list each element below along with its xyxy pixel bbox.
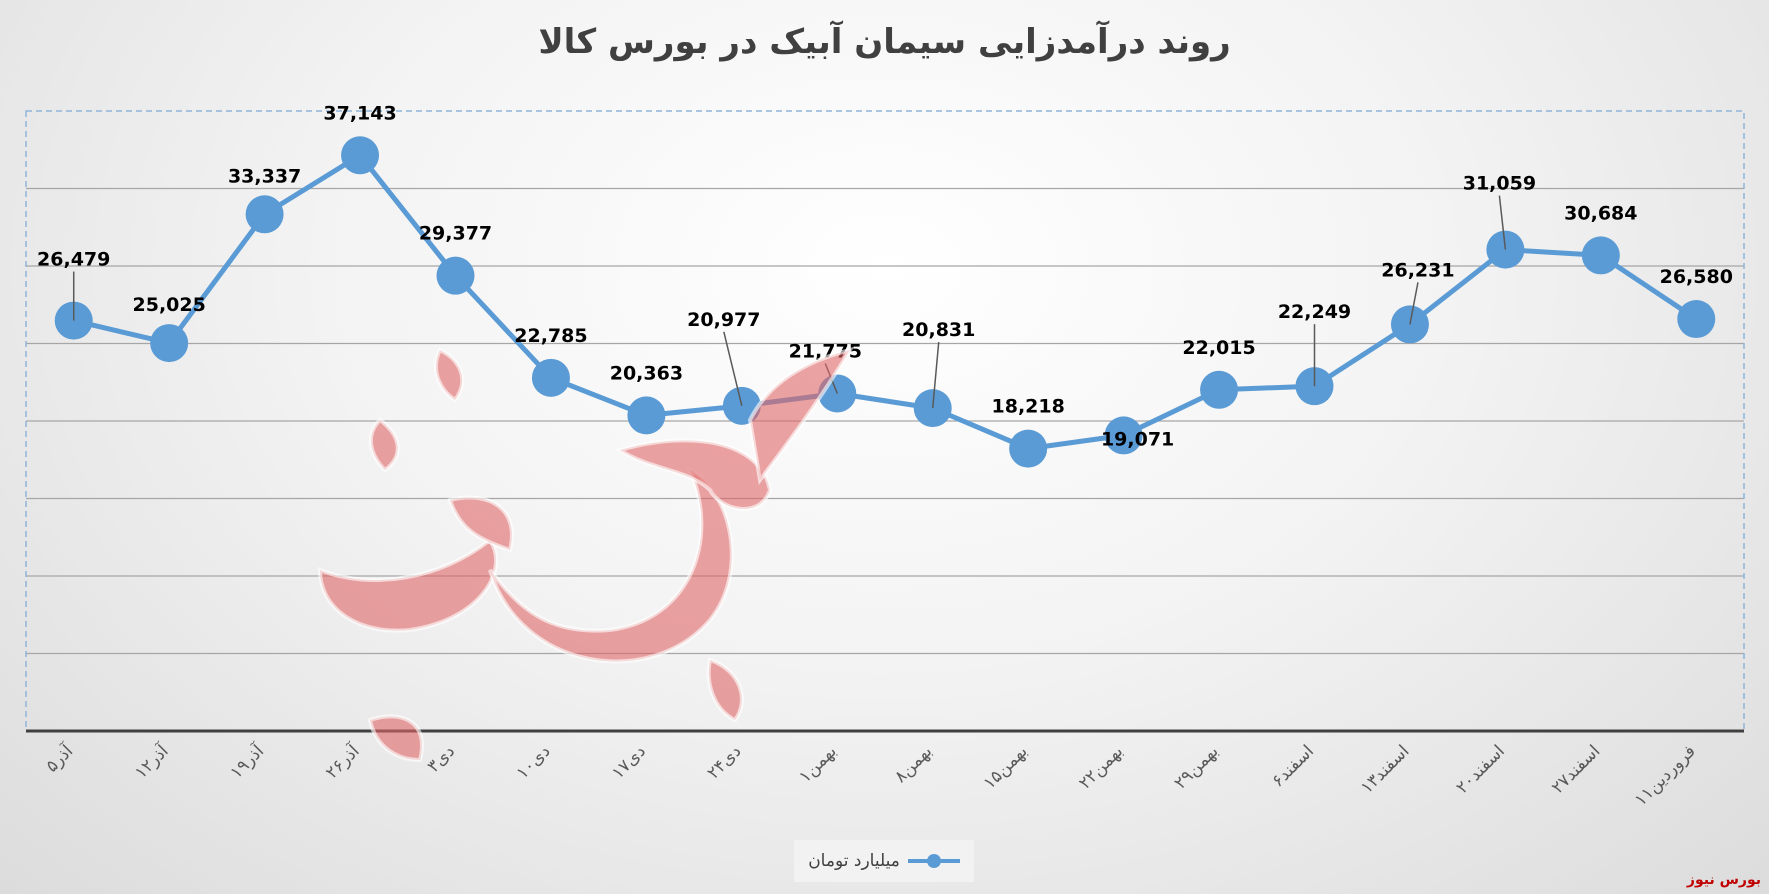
x-tick-label: ۱۵بهمن [980, 741, 1032, 793]
data-label: 22,015 [1182, 337, 1255, 359]
x-tick-label: ۱۹آذر [225, 739, 269, 783]
x-tick-label: ۲۴دی [704, 741, 746, 783]
data-label: 21,775 [789, 340, 862, 362]
data-point [1009, 429, 1048, 468]
chart-title: روند درآمدزایی سیمان آبیک در بورس کالا [538, 22, 1231, 62]
legend-swatch-icon [907, 854, 960, 868]
x-tick-label: ۱۰دی [513, 741, 555, 783]
legend: میلیارد تومان [794, 840, 974, 882]
data-point [627, 396, 666, 435]
data-label: 26,580 [1660, 266, 1733, 288]
data-point [436, 256, 475, 295]
data-label: 33,337 [228, 165, 301, 187]
x-tick-label: ۲۲بهمن [1075, 741, 1127, 793]
data-label: 20,977 [687, 309, 760, 331]
x-tick-label: ۲۶آذر [321, 739, 365, 783]
x-tick-label: ۱۷دی [608, 741, 650, 783]
data-point [1677, 300, 1716, 339]
data-label: 25,025 [133, 294, 206, 316]
data-label: 31,059 [1463, 173, 1536, 195]
data-point [1104, 416, 1143, 455]
leader-line [931, 342, 940, 409]
data-label: 29,377 [419, 223, 492, 245]
x-tick-label: ۲۰اسفند [1452, 741, 1508, 797]
x-tick-label: ۸بهمن [891, 741, 937, 787]
x-tick-label: ۱۲آذر [130, 739, 174, 783]
data-point [531, 358, 570, 397]
data-point [1200, 370, 1239, 409]
x-tick-label: ۵آذر [41, 739, 78, 776]
data-point [341, 136, 380, 175]
data-label: 26,479 [37, 249, 110, 271]
data-label: 20,831 [902, 319, 975, 341]
leader-line [723, 331, 743, 407]
x-tick-label: ۲۷اسفند [1548, 741, 1604, 797]
series-line [73, 152, 1698, 452]
x-tick-label: ۲۹بهمن [1171, 741, 1223, 793]
plot-area-border [25, 110, 1745, 732]
x-tick-label: ۱بهمن [795, 741, 841, 787]
data-point [150, 324, 189, 363]
data-label: 22,785 [514, 325, 587, 347]
x-axis-labels: ۵آذر ۱۲آذر ۱۹آذر ۲۶آذر ۳دی ۱۰دی ۱۷دی ۲۴دی ۱بهمن ۸… [41, 739, 1700, 810]
data-label: 30,684 [1564, 202, 1637, 224]
data-point [245, 195, 284, 234]
data-label: 20,363 [610, 362, 683, 384]
data-label: 37,143 [323, 102, 396, 124]
leader-line [1498, 195, 1507, 250]
x-tick-label: ۶اسفند [1268, 741, 1318, 791]
grid-lines [26, 187, 1744, 655]
data-label: 19,071 [1101, 428, 1174, 450]
x-tick-label: ۱۱فروردین [1631, 741, 1700, 810]
brand-corner-text: بورس نیوز [1686, 872, 1761, 888]
data-label: 22,249 [1278, 301, 1351, 323]
x-tick-label: ۱۳اسفند [1357, 741, 1413, 797]
legend-label: میلیارد تومان [808, 851, 900, 871]
x-tick-label: ۳دی [424, 741, 459, 776]
data-point [1486, 230, 1525, 269]
data-labels: 26,479 25,025 33,337 37,143 29,377 22,785 20,3… [37, 102, 1733, 450]
data-label: 18,218 [992, 396, 1065, 418]
leader-line [1409, 282, 1419, 325]
data-point [1581, 236, 1620, 275]
data-label: 26,231 [1381, 259, 1454, 281]
